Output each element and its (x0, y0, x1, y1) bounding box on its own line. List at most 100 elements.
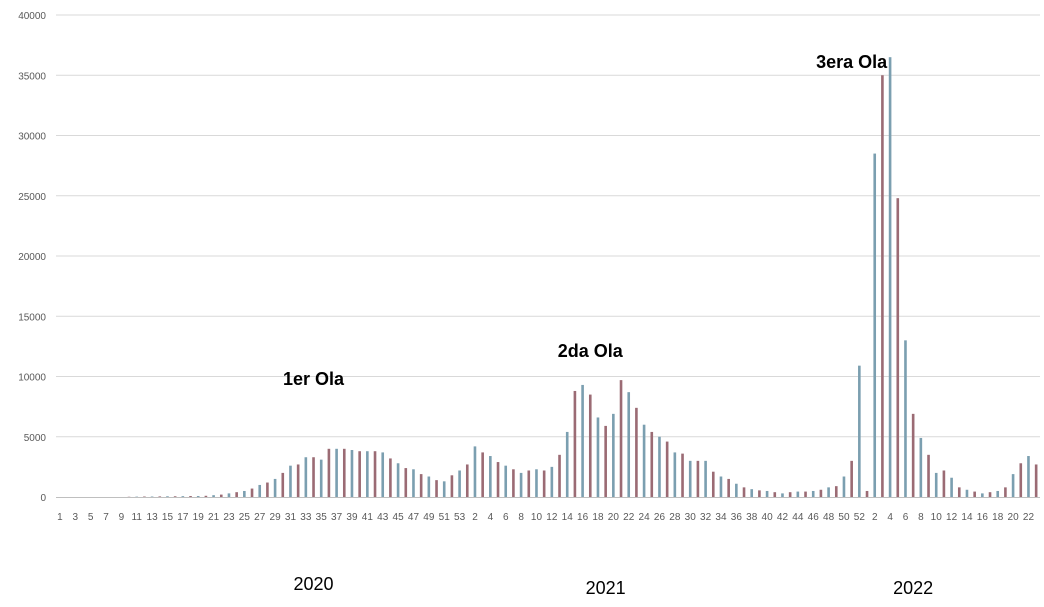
bar (320, 460, 323, 497)
x-tick-label: 38 (746, 512, 758, 523)
bar (873, 154, 876, 497)
bar (712, 472, 715, 497)
bar (627, 392, 630, 497)
x-tick-label: 35 (316, 512, 328, 523)
bar (850, 461, 853, 497)
bar (443, 481, 446, 497)
bar (328, 449, 331, 497)
bar (235, 492, 238, 497)
bar (212, 495, 215, 497)
x-tick-label: 29 (270, 512, 282, 523)
bar (412, 469, 415, 497)
bar (158, 496, 161, 497)
bar (1035, 464, 1038, 497)
bar (458, 470, 461, 497)
bar (727, 479, 730, 497)
bar (620, 380, 623, 497)
x-tick-label: 32 (700, 512, 712, 523)
x-tick-label: 50 (838, 512, 850, 523)
x-tick-label: 22 (623, 512, 635, 523)
bar (551, 467, 554, 497)
bar (558, 455, 561, 497)
y-tick-label: 40000 (18, 11, 46, 22)
year-label: 2022 (893, 578, 933, 598)
bar (589, 395, 592, 497)
x-tick-label: 53 (454, 512, 466, 523)
bar (535, 469, 538, 497)
x-tick-label: 12 (946, 512, 958, 523)
x-tick-label: 22 (1023, 512, 1035, 523)
y-tick-label: 25000 (18, 192, 46, 203)
bar (981, 493, 984, 497)
bar (827, 487, 830, 497)
bar (612, 414, 615, 497)
bar (866, 491, 869, 497)
year-label: 2020 (294, 574, 334, 594)
x-tick-label: 2 (472, 512, 478, 523)
x-tick-label: 30 (685, 512, 697, 523)
bar (597, 417, 600, 497)
bar (773, 492, 776, 497)
y-tick-label: 15000 (18, 312, 46, 323)
bar (404, 468, 407, 497)
x-tick-label: 28 (669, 512, 681, 523)
bar (466, 464, 469, 497)
x-tick-label: 9 (119, 512, 125, 523)
bar (174, 496, 177, 497)
bar (312, 457, 315, 497)
bar (650, 432, 653, 497)
x-tick-label: 6 (903, 512, 909, 523)
x-tick-label: 39 (346, 512, 358, 523)
x-tick-label: 33 (300, 512, 312, 523)
bar (835, 486, 838, 497)
x-tick-label: 20 (1008, 512, 1020, 523)
gridlines (56, 15, 1040, 437)
x-tick-label: 1 (57, 512, 63, 523)
x-tick-label: 48 (823, 512, 835, 523)
y-tick-label: 20000 (18, 252, 46, 263)
x-tick-label: 51 (439, 512, 451, 523)
bar (704, 461, 707, 497)
bar (743, 487, 746, 497)
bar (335, 449, 338, 497)
bar (858, 366, 861, 497)
bar (451, 475, 454, 497)
x-tick-label: 41 (362, 512, 374, 523)
bar (297, 464, 300, 497)
x-tick-label: 3 (72, 512, 78, 523)
x-tick-label: 14 (961, 512, 973, 523)
bar (389, 458, 392, 497)
bar (766, 491, 769, 497)
bar (889, 57, 892, 497)
bar (543, 470, 546, 497)
bar (643, 425, 646, 497)
bar (566, 432, 569, 497)
x-tick-label: 13 (147, 512, 159, 523)
wave-annotation: 3era Ola (816, 52, 888, 72)
x-tick-label: 4 (887, 512, 893, 523)
y-tick-label: 30000 (18, 132, 46, 143)
bar (950, 478, 953, 497)
bar (258, 485, 261, 497)
bar (1004, 487, 1007, 497)
bar (366, 451, 369, 497)
bar (973, 492, 976, 497)
bar (797, 492, 800, 497)
bar (274, 479, 277, 497)
x-tick-label: 40 (762, 512, 774, 523)
bar (674, 452, 677, 497)
bar (927, 455, 930, 497)
bar (205, 496, 208, 497)
x-tick-label: 44 (792, 512, 804, 523)
bar (474, 446, 477, 497)
x-tick-label: 4 (488, 512, 494, 523)
bar (758, 490, 761, 497)
bar (958, 487, 961, 497)
bar (420, 474, 423, 497)
bar (581, 385, 584, 497)
x-tick-label: 47 (408, 512, 420, 523)
bar (881, 75, 884, 497)
bar (666, 442, 669, 497)
